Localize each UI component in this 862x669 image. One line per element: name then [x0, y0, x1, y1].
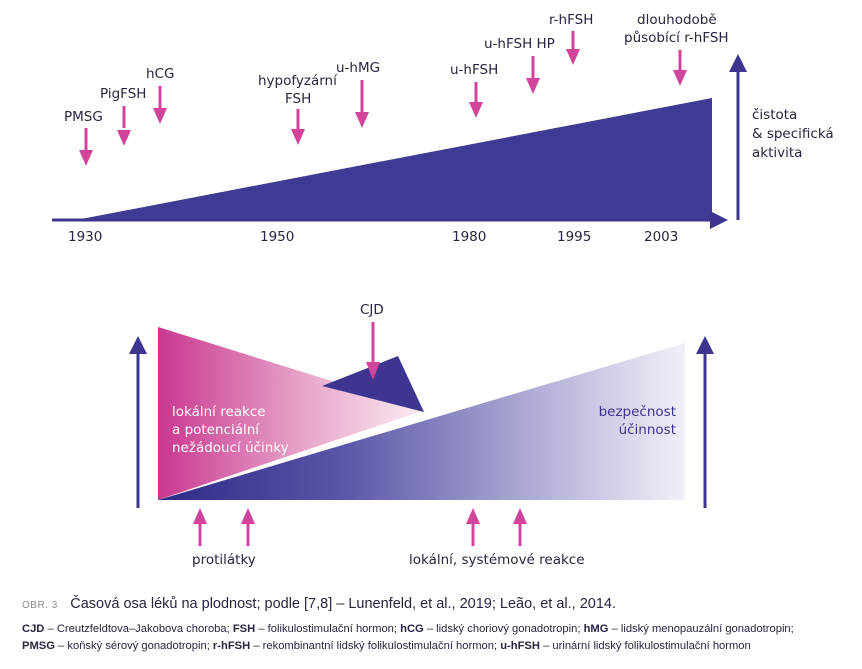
arrow-down-icon — [117, 106, 131, 146]
event-label-uhmg: u-hMG — [336, 60, 380, 76]
left-vertical-arrowhead — [129, 336, 147, 354]
event-label-pmsg: PMSG — [64, 109, 103, 125]
right-vertical-arrowhead — [696, 336, 714, 354]
legend-abbr: hMG — [583, 623, 609, 635]
left-text-line1: lokální reakce — [172, 404, 266, 420]
year-label: 1980 — [452, 229, 486, 245]
legend-abbr: r-hFSH — [212, 640, 251, 652]
arrow-down-icon — [355, 80, 369, 128]
bottom-label-reactions: lokální, systémové reakce — [409, 552, 585, 568]
right-text-line1: bezpečnost — [599, 404, 676, 420]
time-axis-arrowhead — [710, 211, 728, 229]
arrow-down-icon — [469, 82, 483, 118]
arrow-up-icon — [241, 508, 255, 546]
side-label-line1: čistota — [752, 107, 797, 123]
event-label-pigfsh: PigFSH — [100, 86, 146, 102]
event-label-uhfsh: u-hFSH — [450, 62, 498, 78]
legend-text: – koňský sérový gonadotropin; — [54, 640, 213, 652]
arrow-down-icon — [526, 56, 540, 94]
upward-arrows — [193, 508, 527, 546]
arrow-up-icon — [466, 508, 480, 546]
legend-text: – lidský menopauzální gonadotropin; — [608, 623, 794, 635]
figure-caption: OBR. 3 Časová osa léků na plodnost; podl… — [22, 595, 852, 655]
year-label: 2003 — [644, 229, 678, 245]
bottom-label-antibodies: protilátky — [192, 552, 256, 568]
event-arrows — [79, 31, 687, 166]
purity-wedge — [76, 98, 712, 220]
arrow-up-icon — [193, 508, 207, 546]
caption-title-row: OBR. 3 Časová osa léků na plodnost; podl… — [22, 595, 852, 613]
purity-axis-arrowhead — [729, 54, 747, 72]
side-label-line3: aktivita — [752, 145, 802, 161]
adverse-effects-wedge — [158, 327, 425, 500]
legend-abbr: PMSG — [22, 640, 55, 652]
arrow-down-icon — [366, 322, 380, 380]
legend-text: – urinární lidský folikulostimulační hor… — [539, 640, 751, 652]
year-label: 1930 — [68, 229, 102, 245]
year-label: 1950 — [260, 229, 294, 245]
legend-text: – folikulostimulační hormon; — [255, 623, 401, 635]
safety-wedge — [158, 343, 685, 500]
legend-text: – Creutzfeldtova–Jakobova choroba; — [44, 623, 233, 635]
arrow-down-icon — [566, 31, 580, 65]
arrow-down-icon — [153, 86, 167, 124]
cjd-spike — [322, 356, 424, 412]
event-label-hcg: hCG — [146, 66, 174, 82]
figure-number: OBR. 3 — [22, 600, 58, 611]
legend-text: – rekombinantní lidský folikulostimulačn… — [250, 640, 501, 652]
legend-abbr: CJD — [22, 623, 45, 635]
side-label-line2: & specifická — [752, 126, 834, 142]
event-label-fsh: FSH — [285, 91, 311, 107]
cjd-label: CJD — [360, 302, 384, 318]
arrow-down-icon — [673, 50, 687, 86]
year-label: 1995 — [557, 229, 591, 245]
right-text-line2: účinnost — [619, 422, 676, 438]
abbreviation-legend: CJD – Creutzfeldtova–Jakobova choroba; F… — [22, 621, 852, 655]
arrow-down-icon — [79, 128, 93, 166]
arrow-down-icon — [291, 109, 305, 145]
left-text-line2: a potenciální — [172, 422, 260, 438]
event-label-uhfsh-hp: u-hFSH HP — [484, 36, 555, 52]
arrow-up-icon — [513, 508, 527, 546]
figure-title: Časová osa léků na plodnost; podle [7,8]… — [70, 596, 617, 612]
event-label-hypofyzarni: hypofyzární — [258, 73, 338, 89]
event-label-rhfsh: r-hFSH — [549, 12, 593, 28]
event-label-long-acting-line1: dlouhodobě — [637, 12, 717, 28]
event-label-long-acting-line2: působící r-hFSH — [624, 30, 729, 46]
legend-abbr: hCG — [400, 623, 424, 635]
left-text-line3: nežádoucí účinky — [172, 440, 289, 456]
legend-abbr: u-hFSH — [500, 640, 540, 652]
legend-abbr: FSH — [232, 623, 256, 635]
legend-text: – lidský choriový gonadotropin; — [423, 623, 584, 635]
